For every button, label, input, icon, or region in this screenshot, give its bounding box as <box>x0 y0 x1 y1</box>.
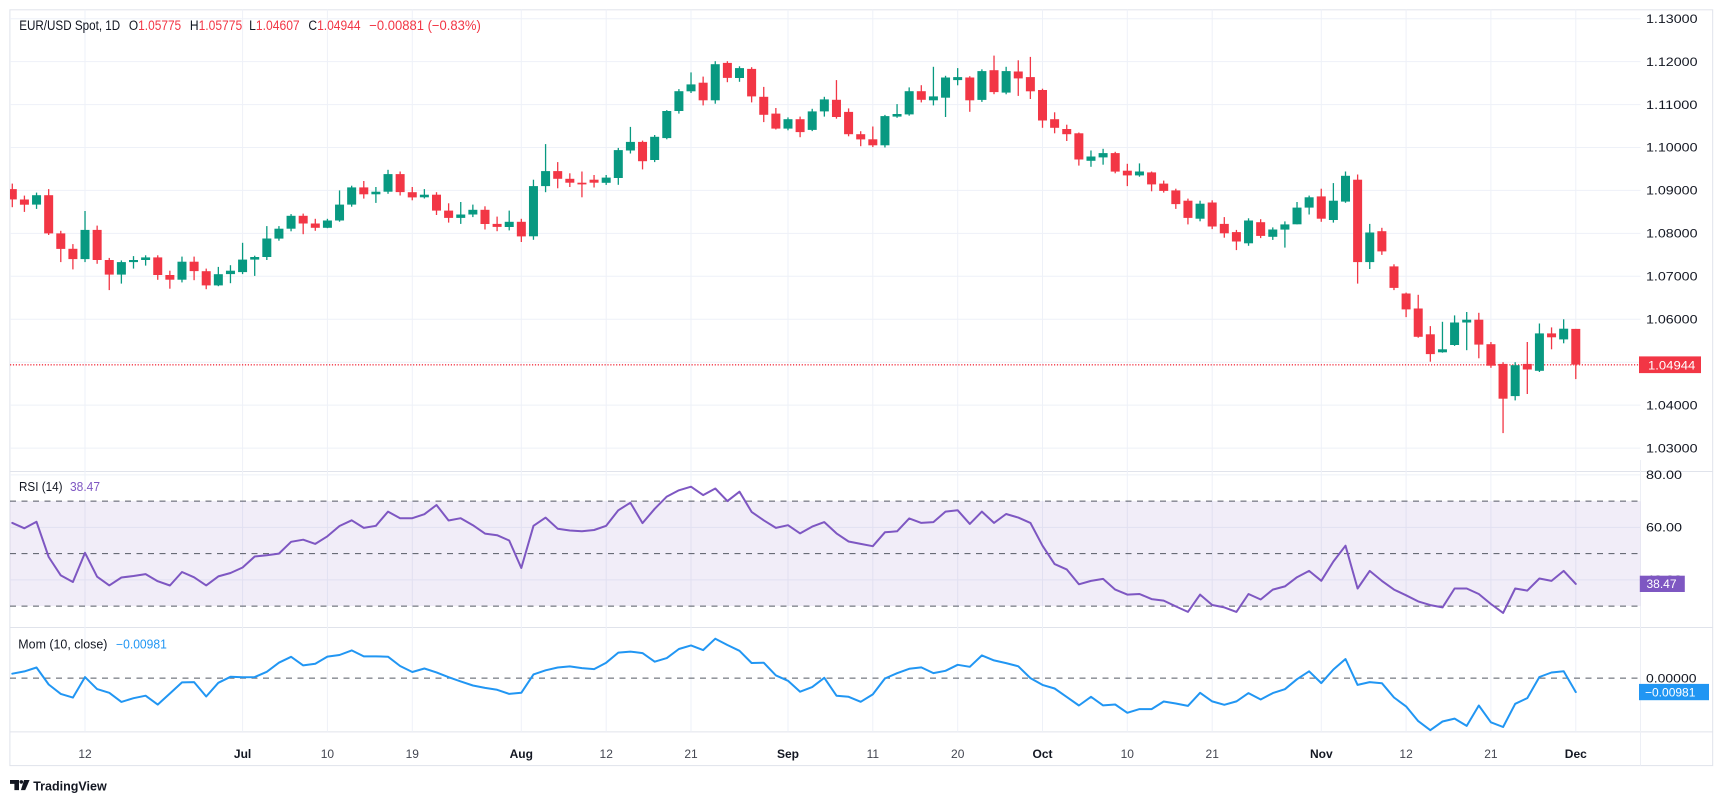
svg-text:EUR/USD Spot, 1D: EUR/USD Spot, 1D <box>19 18 120 33</box>
svg-text:O1.05775: O1.05775 <box>129 18 181 33</box>
svg-text:1.12000: 1.12000 <box>1646 55 1698 69</box>
svg-text:Aug: Aug <box>510 747 533 761</box>
svg-text:38.47: 38.47 <box>70 480 100 494</box>
svg-text:Nov: Nov <box>1310 747 1333 761</box>
svg-text:1.04000: 1.04000 <box>1646 398 1698 412</box>
svg-text:Dec: Dec <box>1565 747 1587 761</box>
svg-text:−0.00981: −0.00981 <box>1645 685 1696 699</box>
svg-text:1.10000: 1.10000 <box>1646 141 1698 155</box>
svg-text:1.03000: 1.03000 <box>1646 441 1698 455</box>
svg-text:21: 21 <box>684 747 698 761</box>
svg-text:−0.00981: −0.00981 <box>116 637 167 651</box>
svg-text:H1.05775: H1.05775 <box>190 18 242 33</box>
svg-text:1.09000: 1.09000 <box>1646 184 1698 198</box>
svg-text:L1.04607: L1.04607 <box>249 18 300 33</box>
svg-text:20: 20 <box>951 747 965 761</box>
svg-text:10: 10 <box>1121 747 1135 761</box>
svg-text:11: 11 <box>867 747 880 761</box>
svg-text:19: 19 <box>406 747 420 761</box>
svg-text:C1.04944: C1.04944 <box>308 18 361 33</box>
svg-text:38.47: 38.47 <box>1647 577 1677 591</box>
svg-text:1.06000: 1.06000 <box>1646 313 1698 327</box>
svg-text:12: 12 <box>1399 747 1413 761</box>
svg-text:12: 12 <box>78 747 92 761</box>
svg-text:−0.00881 (−0.83%): −0.00881 (−0.83%) <box>369 18 481 33</box>
svg-text:21: 21 <box>1484 747 1498 761</box>
svg-text:10: 10 <box>321 747 335 761</box>
svg-text:60.00: 60.00 <box>1646 521 1682 535</box>
svg-text:1.13000: 1.13000 <box>1646 12 1698 26</box>
svg-text:Oct: Oct <box>1032 747 1052 761</box>
svg-text:1.08000: 1.08000 <box>1646 227 1698 241</box>
svg-text:RSI (14): RSI (14) <box>19 480 63 494</box>
svg-text:12: 12 <box>600 747 614 761</box>
svg-text:21: 21 <box>1206 747 1220 761</box>
svg-text:Jul: Jul <box>234 747 251 761</box>
svg-text:TradingView: TradingView <box>33 778 107 793</box>
svg-text:0.00000: 0.00000 <box>1646 671 1697 685</box>
svg-text:80.00: 80.00 <box>1646 468 1682 482</box>
svg-text:1.07000: 1.07000 <box>1646 270 1698 284</box>
svg-text:1.11000: 1.11000 <box>1646 98 1698 112</box>
svg-text:Sep: Sep <box>777 747 799 761</box>
svg-text:1.04944: 1.04944 <box>1648 358 1696 372</box>
svg-text:Mom (10, close): Mom (10, close) <box>18 637 107 651</box>
